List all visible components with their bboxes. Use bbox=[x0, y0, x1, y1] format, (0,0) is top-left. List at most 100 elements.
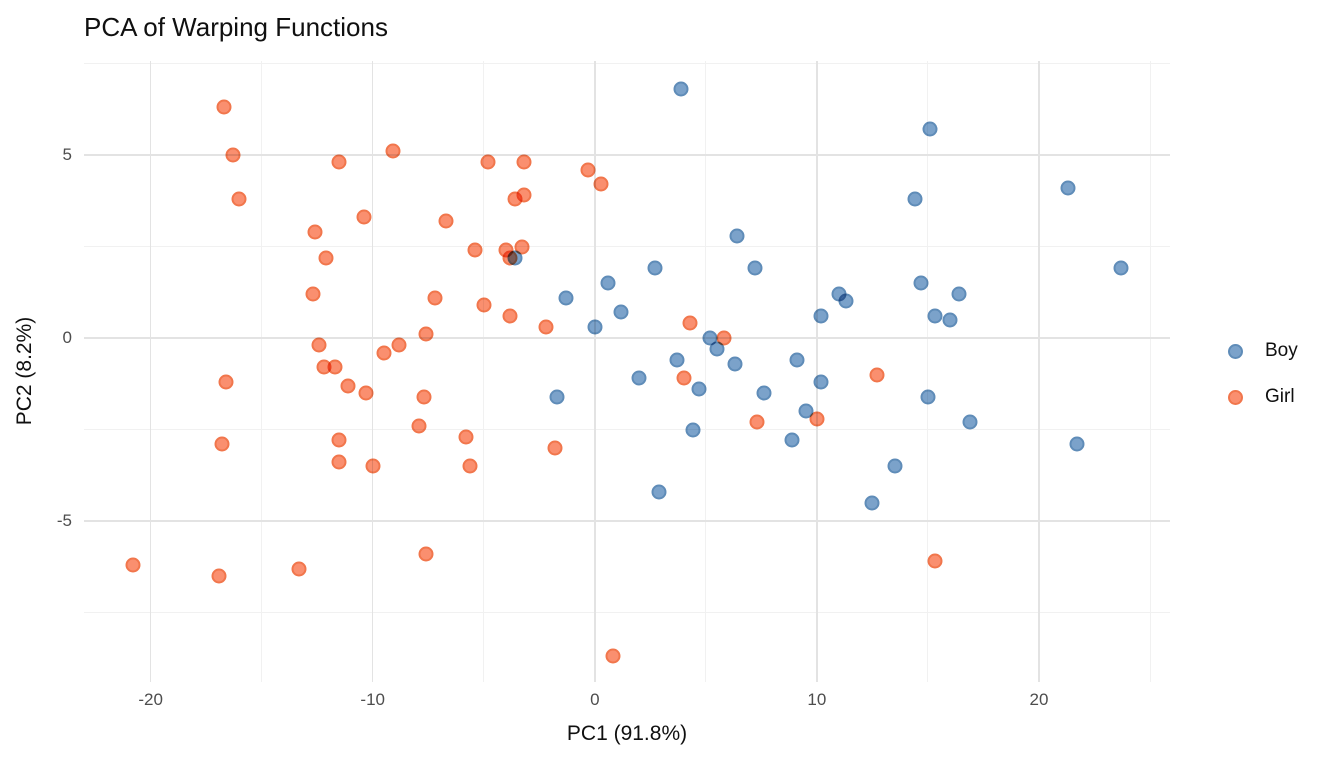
chart-title: PCA of Warping Functions bbox=[84, 12, 388, 42]
data-point-girl bbox=[216, 99, 232, 115]
data-point-girl bbox=[307, 224, 323, 240]
data-point-girl bbox=[476, 297, 492, 313]
data-point-boy bbox=[1060, 180, 1076, 196]
gridline-x-minor bbox=[1149, 61, 1151, 682]
data-point-girl bbox=[385, 143, 401, 159]
data-point-girl bbox=[480, 154, 496, 170]
data-point-boy bbox=[600, 275, 616, 291]
data-point-girl bbox=[593, 176, 609, 192]
x-tick-label: -20 bbox=[138, 690, 163, 709]
data-point-girl bbox=[327, 359, 343, 375]
data-point-boy bbox=[887, 458, 903, 474]
gridline-x-major bbox=[594, 61, 596, 682]
data-point-boy bbox=[613, 304, 629, 320]
data-point-girl bbox=[516, 187, 532, 203]
data-point-girl bbox=[682, 315, 698, 331]
data-point-girl bbox=[676, 370, 692, 386]
data-point-boy bbox=[942, 312, 958, 328]
data-point-girl bbox=[749, 414, 765, 430]
data-point-boy bbox=[631, 370, 647, 386]
data-point-boy bbox=[922, 121, 938, 137]
data-point-boy bbox=[549, 389, 565, 405]
legend-key-boy-icon bbox=[1228, 343, 1243, 359]
data-point-girl bbox=[502, 308, 518, 324]
legend-label-boy: Boy bbox=[1265, 340, 1298, 361]
data-point-girl bbox=[331, 432, 347, 448]
data-point-boy bbox=[951, 286, 967, 302]
data-point-girl bbox=[391, 337, 407, 353]
legend-item-girl: Girl bbox=[1218, 374, 1298, 420]
data-point-boy bbox=[1069, 436, 1085, 452]
data-point-boy bbox=[907, 191, 923, 207]
data-point-boy bbox=[727, 356, 743, 372]
data-point-boy bbox=[927, 308, 943, 324]
gridline-x-major bbox=[1038, 61, 1040, 682]
gridline-x-minor bbox=[261, 61, 263, 682]
data-point-boy bbox=[838, 293, 854, 309]
data-point-girl bbox=[418, 326, 434, 342]
data-point-boy bbox=[691, 381, 707, 397]
legend-label-girl: Girl bbox=[1265, 386, 1295, 407]
x-tick-label: 20 bbox=[1029, 690, 1049, 709]
data-point-boy bbox=[756, 385, 772, 401]
data-point-girl bbox=[305, 286, 321, 302]
data-point-girl bbox=[514, 239, 529, 255]
legend-key-girl-icon bbox=[1228, 389, 1243, 405]
data-point-girl bbox=[311, 337, 327, 353]
data-point-girl bbox=[291, 561, 307, 577]
data-point-girl bbox=[516, 154, 532, 170]
data-point-girl bbox=[467, 242, 483, 258]
data-point-girl bbox=[340, 378, 356, 394]
data-point-girl bbox=[580, 162, 596, 178]
gridline-x-minor bbox=[927, 61, 929, 682]
data-point-boy bbox=[685, 422, 700, 437]
gridline-y-major bbox=[84, 520, 1170, 522]
data-point-girl bbox=[416, 389, 432, 405]
data-point-girl bbox=[538, 319, 554, 335]
y-tick-label: 5 bbox=[62, 145, 72, 165]
x-tick-label: -10 bbox=[360, 690, 385, 709]
data-point-boy bbox=[647, 260, 663, 276]
data-point-girl bbox=[331, 154, 347, 170]
data-point-boy bbox=[558, 290, 574, 306]
y-tick-label: -5 bbox=[56, 510, 72, 530]
data-point-boy bbox=[813, 374, 829, 390]
plot-panel bbox=[84, 61, 1170, 682]
data-point-boy bbox=[784, 432, 800, 448]
data-point-girl bbox=[318, 250, 334, 265]
x-axis-title: PC1 (91.8%) bbox=[566, 722, 688, 745]
data-point-girl bbox=[427, 290, 443, 306]
data-point-boy bbox=[864, 495, 880, 511]
x-tick-label: 0 bbox=[590, 690, 600, 709]
data-point-girl bbox=[218, 374, 234, 390]
data-point-girl bbox=[358, 385, 374, 401]
gridline-y-minor bbox=[84, 246, 1170, 248]
data-point-boy bbox=[651, 484, 667, 500]
gridline-x-major bbox=[816, 61, 818, 682]
data-point-girl bbox=[869, 367, 885, 383]
data-point-boy bbox=[729, 228, 745, 244]
data-point-boy bbox=[747, 260, 763, 276]
data-point-girl bbox=[547, 440, 563, 456]
data-point-girl bbox=[809, 411, 825, 427]
data-point-boy bbox=[813, 308, 829, 324]
data-point-boy bbox=[962, 414, 978, 430]
data-point-boy bbox=[1113, 260, 1129, 276]
data-point-girl bbox=[502, 250, 518, 265]
legend: Boy Girl bbox=[1218, 328, 1298, 420]
y-tick-label: 0 bbox=[62, 328, 72, 348]
gridline-x-major bbox=[149, 61, 152, 682]
data-point-girl bbox=[716, 330, 732, 346]
data-point-girl bbox=[418, 546, 434, 562]
gridline-y-major bbox=[84, 154, 1170, 156]
data-point-boy bbox=[669, 352, 685, 368]
data-point-girl bbox=[462, 458, 478, 474]
gridline-x-minor bbox=[483, 61, 485, 682]
data-point-boy bbox=[673, 81, 689, 97]
data-point-girl bbox=[458, 429, 474, 445]
data-point-girl bbox=[356, 209, 372, 225]
data-point-girl bbox=[214, 436, 230, 452]
data-point-girl bbox=[365, 458, 381, 474]
data-point-girl bbox=[927, 553, 943, 569]
